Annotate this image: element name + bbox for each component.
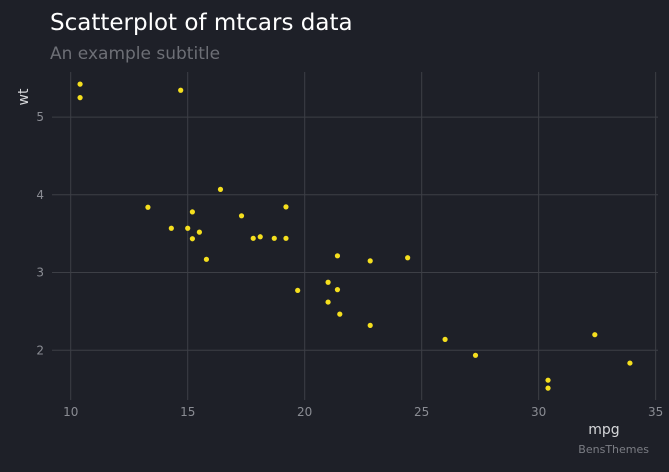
- data-point: [592, 332, 598, 338]
- data-point: [627, 360, 633, 366]
- x-tick-labels: 10 15 20 25 30 35: [63, 405, 663, 419]
- data-point: [185, 225, 191, 231]
- data-point: [283, 204, 289, 210]
- data-point: [77, 95, 83, 101]
- data-point: [178, 87, 184, 93]
- data-point: [168, 225, 174, 231]
- data-point: [545, 377, 551, 383]
- data-point: [325, 279, 331, 285]
- y-tick-label-2: 2: [36, 343, 44, 357]
- data-point: [77, 81, 83, 87]
- data-point: [334, 287, 341, 293]
- data-points: [77, 81, 633, 391]
- data-point: [196, 229, 203, 235]
- data-point: [545, 385, 551, 391]
- x-tick-label-20: 20: [297, 405, 312, 419]
- data-point: [145, 204, 151, 210]
- data-point: [238, 213, 245, 219]
- data-point: [189, 209, 195, 215]
- data-point: [217, 186, 224, 192]
- x-tick-label-30: 30: [531, 405, 546, 419]
- x-axis-title: mpg: [588, 422, 619, 438]
- chart-caption: BensThemes: [578, 443, 649, 456]
- data-point: [203, 256, 210, 262]
- data-point: [283, 235, 289, 241]
- x-gridlines: [70, 72, 657, 400]
- y-axis-title: wt: [16, 88, 32, 105]
- data-point: [367, 322, 373, 328]
- data-point: [325, 299, 331, 305]
- x-tick-label-10: 10: [63, 405, 78, 419]
- data-point: [257, 234, 263, 240]
- data-point: [405, 255, 411, 261]
- y-tick-labels: 2 3 4 5: [36, 110, 44, 357]
- chart-title: Scatterplot of mtcars data: [50, 10, 353, 36]
- data-point: [442, 336, 448, 342]
- data-point: [250, 235, 256, 241]
- data-point: [337, 311, 343, 317]
- data-point: [472, 352, 479, 358]
- x-tick-label-35: 35: [648, 405, 663, 419]
- chart-subtitle: An example subtitle: [50, 44, 221, 64]
- data-point: [334, 253, 341, 259]
- data-point: [295, 287, 301, 294]
- data-point: [271, 235, 277, 241]
- y-gridlines: [52, 116, 658, 351]
- x-tick-label-15: 15: [180, 405, 195, 419]
- y-tick-label-4: 4: [36, 188, 44, 202]
- data-point: [189, 236, 195, 242]
- y-tick-label-5: 5: [36, 110, 44, 124]
- data-point: [367, 258, 373, 264]
- y-tick-label-3: 3: [36, 266, 44, 280]
- x-tick-label-25: 25: [414, 405, 429, 419]
